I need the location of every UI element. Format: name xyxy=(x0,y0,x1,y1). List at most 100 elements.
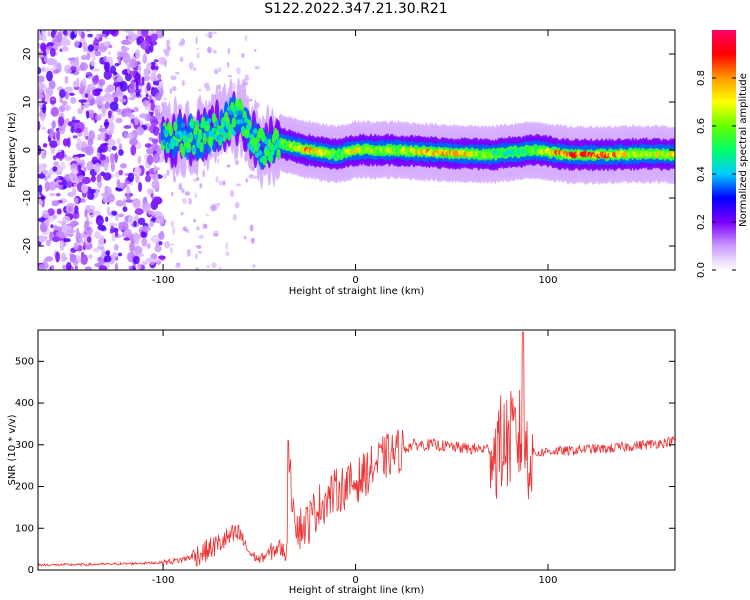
noise-blob xyxy=(41,126,46,131)
noise-blob xyxy=(73,242,79,251)
noise-blob xyxy=(161,218,167,224)
noise-blob xyxy=(248,99,253,102)
noise-blob xyxy=(47,31,51,37)
noise-blob xyxy=(171,191,174,197)
noise-blob xyxy=(88,83,96,87)
noise-blob xyxy=(45,239,51,246)
noise-blob xyxy=(74,40,80,47)
noise-blob xyxy=(155,92,162,101)
noise-blob xyxy=(83,127,89,139)
noise-blob xyxy=(227,47,231,55)
ridge-blob xyxy=(163,129,169,136)
noise-blob xyxy=(107,139,116,147)
y-tick-label: 20 xyxy=(22,48,33,61)
noise-blob xyxy=(217,203,220,207)
noise-blob xyxy=(170,75,177,81)
noise-blob xyxy=(67,203,76,207)
noise-blob xyxy=(94,162,101,173)
ridge-blob xyxy=(173,140,178,146)
x-tick-label: 100 xyxy=(538,275,557,286)
noise-blob xyxy=(70,65,77,72)
noise-blob xyxy=(47,208,55,216)
noise-blob xyxy=(198,88,202,92)
ridge-blob xyxy=(182,130,187,136)
ridge-blob xyxy=(191,147,197,153)
noise-blob xyxy=(77,107,83,115)
ridge-blob xyxy=(168,125,173,137)
noise-blob xyxy=(84,30,91,33)
ridge-blob xyxy=(207,117,212,124)
noise-blob xyxy=(168,243,175,246)
x-axis-label: Height of straight line (km) xyxy=(289,286,425,297)
colorbar-label: Normalized spectral amplitude xyxy=(738,73,749,227)
noise-blob xyxy=(102,94,111,102)
noise-blob xyxy=(117,57,121,62)
noise-blob xyxy=(114,262,119,270)
noise-blob xyxy=(130,70,136,78)
noise-blob xyxy=(74,205,79,214)
noise-blob xyxy=(109,230,114,234)
noise-blob xyxy=(57,220,65,224)
noise-blob xyxy=(124,72,132,82)
noise-blob xyxy=(116,137,121,145)
noise-blob xyxy=(163,62,167,68)
noise-blob xyxy=(146,154,154,166)
noise-blob xyxy=(96,173,102,183)
noise-blob xyxy=(90,60,96,67)
noise-blob xyxy=(152,79,160,86)
noise-blob xyxy=(105,216,109,222)
noise-blob xyxy=(244,34,248,42)
noise-blob xyxy=(38,164,42,174)
noise-blob xyxy=(80,232,86,239)
x-tick-label: 0 xyxy=(352,275,358,286)
x-tick-label: 100 xyxy=(538,575,557,586)
noise-blob xyxy=(205,213,210,217)
noise-blob xyxy=(193,178,197,182)
noise-blob xyxy=(114,229,119,238)
noise-blob xyxy=(41,66,46,73)
noise-blob xyxy=(253,175,258,179)
noise-blob xyxy=(55,251,61,263)
noise-blob xyxy=(99,131,106,141)
y-tick-label: 200 xyxy=(15,482,34,493)
noise-blob xyxy=(38,173,46,179)
noise-blob xyxy=(234,201,240,209)
colorbar-tick-label: 0.4 xyxy=(696,166,707,182)
noise-blob xyxy=(46,70,53,82)
noise-blob xyxy=(169,88,173,94)
noise-blob xyxy=(118,169,124,176)
noise-blob xyxy=(163,49,170,55)
ridge-blob xyxy=(260,155,266,162)
noise-blob xyxy=(77,175,84,180)
ridge-blob xyxy=(270,150,275,156)
ridge-blob xyxy=(203,120,209,127)
noise-blob xyxy=(199,183,203,189)
noise-blob xyxy=(41,30,47,36)
y-axis-label: Frequency (Hz) xyxy=(7,112,18,188)
noise-blob xyxy=(97,33,107,38)
snr-frame xyxy=(37,329,676,571)
noise-blob xyxy=(40,115,45,122)
noise-blob xyxy=(120,163,127,169)
noise-blob xyxy=(49,48,56,57)
noise-blob xyxy=(243,81,249,86)
noise-blob xyxy=(123,125,132,129)
noise-blob xyxy=(167,39,171,46)
noise-blob xyxy=(84,209,88,218)
noise-blob xyxy=(38,94,45,99)
noise-blob xyxy=(41,34,47,42)
noise-blob xyxy=(87,138,94,146)
noise-blob xyxy=(184,191,191,196)
noise-blob xyxy=(125,193,131,201)
noise-blob xyxy=(152,126,160,136)
noise-blob xyxy=(59,153,63,161)
noise-blob xyxy=(52,166,58,172)
noise-blob xyxy=(123,237,130,241)
noise-blob xyxy=(147,62,152,68)
noise-blob xyxy=(152,153,160,164)
noise-blob xyxy=(99,154,107,161)
noise-blob xyxy=(39,202,43,206)
noise-blob xyxy=(135,126,145,136)
noise-blob xyxy=(158,241,163,246)
noise-blob xyxy=(232,213,237,221)
